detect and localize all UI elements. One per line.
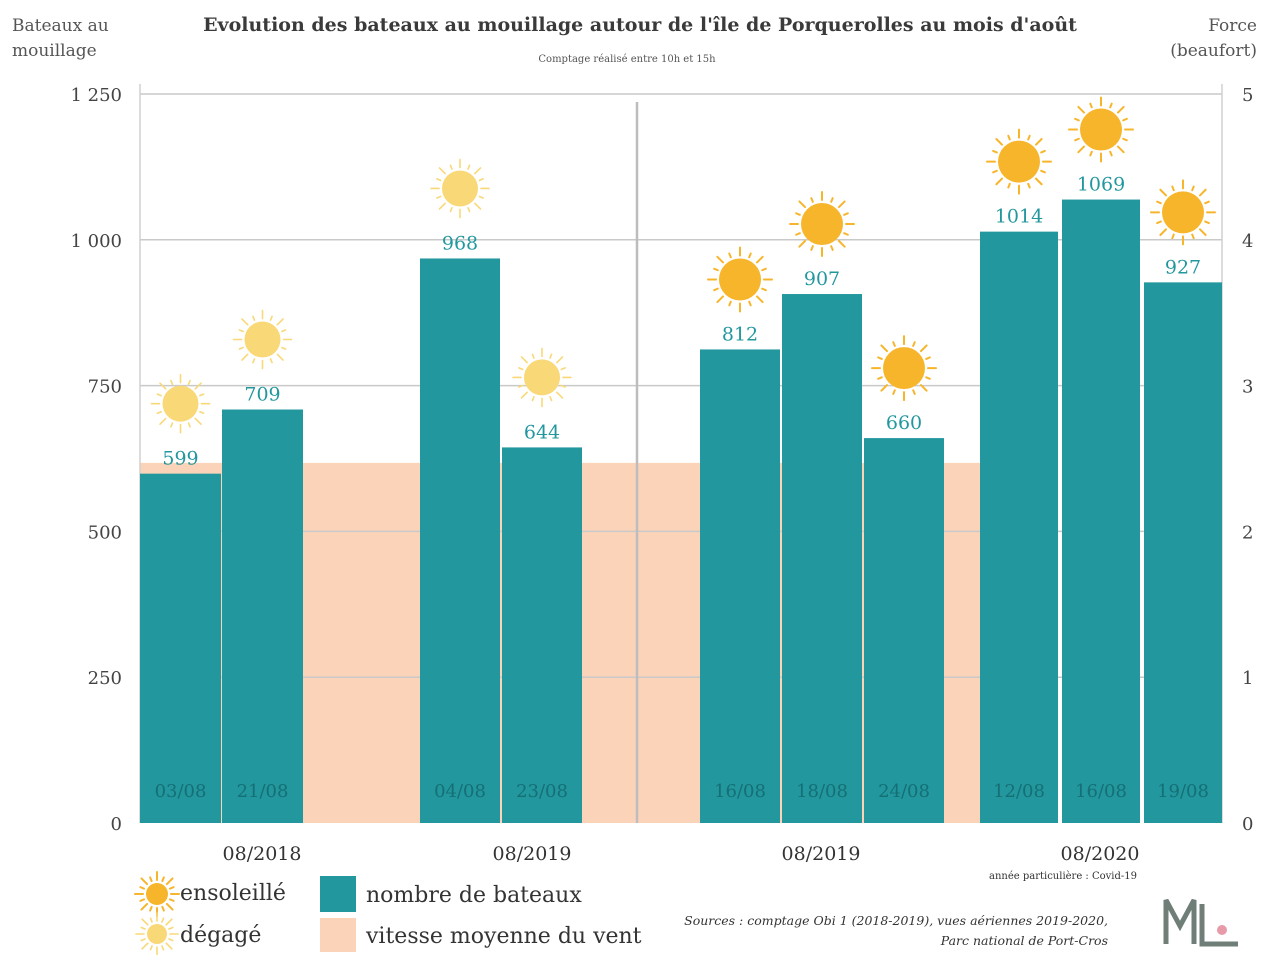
source-line1: Sources : comptage Obi 1 (2018-2019), vu… [684, 913, 1108, 928]
legend-sun-clear-shape [135, 912, 179, 955]
bar [140, 473, 221, 823]
left-tick-label: 750 [88, 377, 122, 398]
bar [1062, 199, 1140, 823]
legend-swatch-bars [320, 876, 356, 912]
bar-date-label: 24/08 [878, 781, 930, 802]
bar [222, 409, 303, 823]
bar-date-label: 19/08 [1157, 781, 1209, 802]
bar-date-label: 12/08 [993, 781, 1045, 802]
bar-value-label: 927 [1165, 256, 1201, 278]
bar [502, 447, 582, 823]
right-tick-label: 3 [1242, 377, 1253, 398]
bar-date-label: 04/08 [434, 781, 486, 802]
bar-value-label: 968 [442, 232, 478, 254]
right-tick-label: 1 [1242, 668, 1253, 689]
bar-value-label: 907 [804, 268, 840, 290]
legend-label-wind: vitesse moyenne du vent [365, 924, 642, 949]
bar [864, 438, 944, 823]
right-axis-title-line2: (beaufort) [1170, 41, 1257, 61]
bar [1144, 282, 1222, 823]
left-tick-label: 1 000 [70, 231, 122, 252]
source-line2: Parc national de Port-Cros [940, 933, 1108, 948]
legend: ensoleillé dégagé nombre de bateaux vite… [134, 871, 642, 955]
chart-title: Evolution des bateaux au mouillage autou… [203, 14, 1077, 36]
sun-sunny-icon [1150, 179, 1216, 246]
sun-sunny-icon [707, 246, 773, 313]
left-tick-label: 250 [88, 668, 122, 689]
sun-clear-icon [150, 373, 211, 434]
note-2020: année particulière : Covid-19 [989, 871, 1137, 882]
bar-date-label: 16/08 [714, 781, 766, 802]
left-tick-label: 500 [88, 522, 122, 543]
right-tick-label: 4 [1242, 231, 1253, 252]
left-tick-label: 1 250 [70, 85, 122, 106]
left-axis-title-line1: Bateaux au [12, 16, 109, 36]
bar-value-label: 644 [524, 421, 560, 443]
bar [980, 231, 1058, 823]
legend-sun-sunny-shape [134, 871, 180, 917]
bar-date-label: 21/08 [237, 781, 289, 802]
sun-sunny-icon [1068, 96, 1134, 163]
sun-clear-icon [512, 347, 572, 408]
legend-swatch-wind [320, 918, 356, 952]
sun-sunny-icon [871, 335, 937, 402]
legend-label-ensoleille: ensoleillé [180, 881, 286, 906]
group-label: 08/2019 [782, 843, 861, 865]
bar-date-label: 23/08 [516, 781, 568, 802]
group-label: 08/2018 [223, 843, 302, 865]
group-label: 08/2020 [1061, 843, 1140, 865]
left-tick-label: 0 [111, 814, 122, 835]
plot-area: 0 0 250 1 500 2 750 3 1 000 4 1 250 5 599 03/08 709 21/… [70, 84, 1253, 882]
ml-logo [1163, 898, 1238, 947]
sun-sunny-icon [789, 191, 855, 258]
chart-subtitle: Comptage réalisé entre 10h et 15h [538, 54, 716, 65]
bar-date-label: 03/08 [155, 781, 207, 802]
bar [420, 258, 500, 823]
bar-date-label: 18/08 [796, 781, 848, 802]
bar-value-label: 599 [162, 448, 198, 470]
bar-value-label: 660 [886, 412, 922, 434]
right-axis-title-line1: Force [1208, 16, 1257, 36]
bar-date-label: 16/08 [1075, 781, 1127, 802]
legend-label-bars: nombre de bateaux [366, 883, 582, 908]
bar-value-label: 812 [722, 323, 758, 345]
sun-clear-icon [232, 309, 293, 370]
bar-value-label: 1014 [995, 206, 1043, 228]
legend-label-degage: dégagé [180, 923, 261, 948]
group-label: 08/2019 [493, 843, 572, 865]
right-tick-label: 2 [1242, 522, 1253, 543]
sun-clear-icon [430, 158, 490, 219]
bar-value-label: 1069 [1077, 174, 1125, 196]
right-tick-label: 5 [1242, 85, 1253, 106]
legend-sun-clear-icon [135, 912, 179, 955]
bar [700, 349, 780, 823]
bar-value-label: 709 [244, 384, 280, 406]
right-tick-label: 0 [1242, 814, 1253, 835]
left-axis-title-line2: mouillage [12, 41, 97, 61]
legend-sun-sunny-icon [134, 871, 180, 917]
sun-sunny-icon [986, 128, 1052, 195]
bar [782, 294, 862, 823]
